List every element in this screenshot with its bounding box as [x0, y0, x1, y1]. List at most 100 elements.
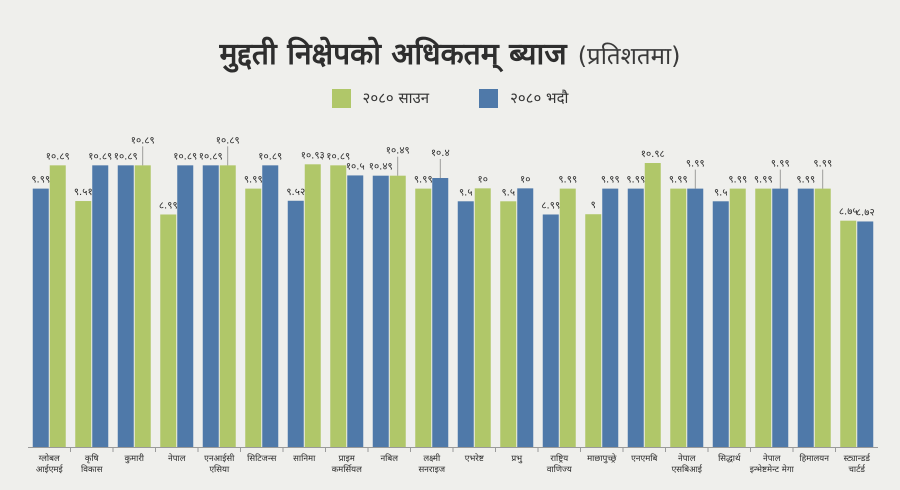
data-label: १०.८९ — [173, 151, 197, 162]
x-tick-label: कृषि — [85, 453, 100, 464]
chart-subtitle: (प्रतिशतमा) — [577, 42, 681, 70]
bar-saun[interactable] — [330, 165, 347, 447]
data-label: ९.९९ — [796, 175, 815, 186]
bar-bhadau[interactable] — [347, 175, 364, 448]
data-label: १० — [478, 174, 488, 185]
bar-saun[interactable] — [75, 201, 92, 447]
data-label: ९.९९ — [813, 159, 832, 170]
legend-item-bhadau[interactable]: २०८० भदौ — [479, 88, 568, 108]
data-label: ९.९९ — [728, 175, 747, 186]
bar-bhadau[interactable] — [602, 188, 619, 447]
x-tick-label: स्ट्यान्डर्ड — [844, 453, 871, 464]
bar-saun[interactable] — [372, 175, 389, 447]
data-label: ९.९९ — [601, 175, 620, 186]
data-label: ९.५२ — [286, 187, 305, 198]
data-label: १०.८९ — [326, 151, 350, 162]
data-label: १०.८९ — [131, 135, 155, 146]
x-tick-label: सनराइज — [418, 465, 445, 475]
bar-saun[interactable] — [287, 200, 304, 447]
legend-swatch-saun — [331, 88, 351, 108]
legend-swatch-bhadau — [479, 88, 499, 108]
bar-saun[interactable] — [712, 201, 729, 447]
bar-saun[interactable] — [117, 165, 134, 447]
legend-item-saun[interactable]: २०८० साउन — [331, 88, 429, 108]
data-label: ९.९९ — [558, 175, 577, 186]
bar-bhadau[interactable] — [644, 163, 661, 447]
bar-bhadau[interactable] — [772, 188, 789, 447]
bar-bhadau[interactable] — [262, 165, 279, 447]
bar-bhadau[interactable] — [134, 165, 151, 447]
bar-bhadau[interactable] — [92, 165, 109, 447]
bar-bhadau[interactable] — [432, 178, 449, 447]
bar-bhadau[interactable] — [814, 188, 831, 447]
bar-saun[interactable] — [670, 188, 687, 447]
data-label: ९.९९ — [626, 175, 645, 186]
data-label: ९.५ — [714, 187, 728, 198]
bar-saun[interactable] — [245, 188, 262, 447]
x-tick-label: नेपाल — [678, 453, 696, 464]
bar-bhadau[interactable] — [219, 165, 236, 447]
x-tick-label: एभरेष्ट — [465, 453, 485, 464]
x-tick-label: प्राइम — [339, 454, 356, 464]
legend-label-bhadau: २०८० भदौ — [510, 89, 569, 107]
data-label: १०.८९ — [114, 151, 138, 162]
x-tick-label: चार्टर्ड — [849, 464, 866, 475]
data-label: १०.८९ — [46, 151, 70, 162]
data-label: ९.९९ — [754, 175, 773, 186]
bar-saun[interactable] — [160, 214, 177, 447]
data-label: १०.४ — [431, 148, 450, 159]
bar-bhadau[interactable] — [49, 165, 66, 447]
data-label: ९.९९ — [31, 175, 50, 186]
bar-saun[interactable] — [755, 188, 772, 447]
data-label: १०.८९ — [258, 151, 282, 162]
x-tick-label: सानिमा — [293, 453, 316, 464]
data-label: ९.५ — [459, 187, 473, 198]
x-tick-label: इन्भेष्टमेन्ट मेगा — [750, 464, 795, 475]
data-label: ९.५ — [501, 187, 515, 198]
bar-saun[interactable] — [840, 220, 857, 447]
bar-bhadau[interactable] — [517, 188, 534, 448]
data-label: १०.४९ — [386, 146, 410, 157]
x-tick-label: आईएमई — [36, 464, 64, 475]
data-label: १०.८९ — [216, 135, 240, 146]
data-label: १०.८९ — [199, 151, 223, 162]
x-tick-label: नेपाल — [168, 453, 186, 464]
bar-bhadau[interactable] — [474, 188, 491, 448]
bar-saun[interactable] — [415, 188, 432, 447]
x-tick-label: हिमालयन — [800, 453, 830, 464]
bar-saun[interactable] — [202, 165, 219, 447]
bar-bhadau[interactable] — [177, 165, 194, 447]
x-tick-label: वाणिज्य — [547, 464, 573, 475]
chart-legend: २०८० साउन २०८० भदौ — [0, 88, 900, 108]
x-tick-label: कमर्सियल — [332, 464, 362, 475]
bar-bhadau[interactable] — [389, 175, 406, 447]
bar-bhadau[interactable] — [559, 188, 576, 447]
bar-bhadau[interactable] — [729, 188, 746, 447]
bar-bhadau[interactable] — [687, 188, 704, 447]
bar-saun[interactable] — [457, 201, 474, 447]
bar-saun[interactable] — [797, 188, 814, 447]
data-label: ९.९९ — [686, 159, 705, 170]
bar-saun[interactable] — [627, 188, 644, 447]
x-tick-label: सिटिजन्स — [247, 453, 276, 464]
data-label: १०.५ — [346, 161, 365, 172]
bar-saun[interactable] — [32, 188, 49, 447]
bar-saun[interactable] — [585, 214, 602, 447]
data-label: १०.९३ — [301, 150, 325, 161]
x-tick-label: राष्ट्रिय — [550, 453, 569, 464]
data-label: १० — [520, 174, 530, 185]
bar-bhadau[interactable] — [857, 221, 874, 447]
x-tick-label: एसिया — [209, 464, 230, 475]
data-label: १०.८९ — [88, 151, 112, 162]
data-label: ९.९९ — [414, 175, 433, 186]
x-tick-label: नबिल — [380, 453, 398, 464]
x-tick-label: विकास — [81, 464, 103, 475]
bar-saun[interactable] — [500, 201, 517, 447]
bar-bhadau[interactable] — [304, 164, 321, 448]
data-label: ९.९९ — [771, 159, 790, 170]
data-label: ८.९९ — [541, 200, 560, 211]
bar-saun[interactable] — [542, 214, 559, 447]
data-label: ९.९९ — [244, 175, 263, 186]
x-tick-label: माछापुच्छ्रे — [587, 453, 617, 464]
